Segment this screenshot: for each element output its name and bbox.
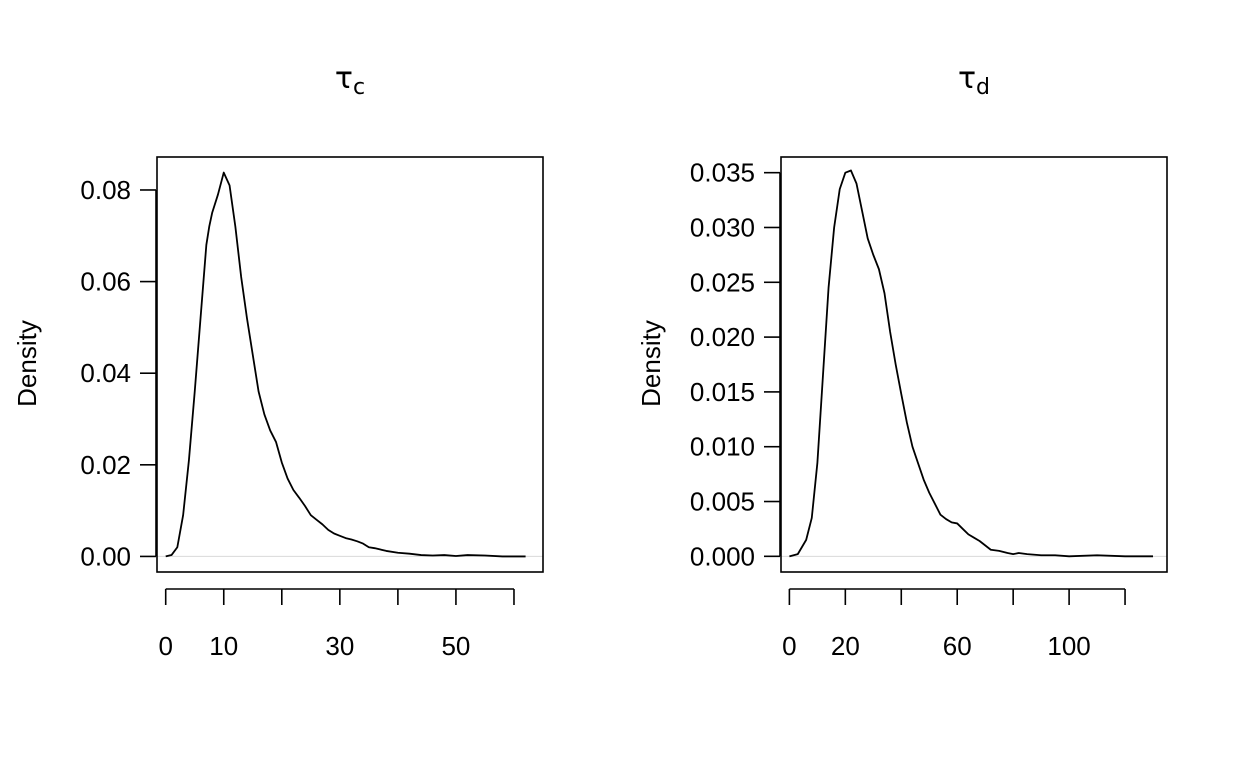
panel-title: τd — [958, 61, 990, 100]
y-tick-label: 0.015 — [690, 377, 755, 407]
y-tick-label: 0.08 — [80, 175, 131, 205]
x-tick-label: 100 — [1047, 631, 1090, 661]
density-panel-2: τd 0 20 60 100 0.000 0.005 0.010 0.015 0.020 0.025… — [636, 61, 1168, 661]
y-axis-label: Density — [12, 320, 42, 407]
x-tick-label: 50 — [441, 631, 470, 661]
y-tick-label: 0.000 — [690, 541, 755, 571]
panel-title-symbol: τ — [335, 61, 353, 96]
density-curve — [789, 169, 1154, 558]
panel-title-symbol: τ — [958, 61, 976, 96]
x-tick-label: 30 — [325, 631, 354, 661]
y-tick-label: 0.030 — [690, 212, 755, 242]
y-tick-label: 0.025 — [690, 267, 755, 297]
x-tick-label: 0 — [782, 631, 796, 661]
plot-frame — [780, 156, 1168, 573]
x-tick-label: 60 — [943, 631, 972, 661]
y-tick-label: 0.010 — [690, 432, 755, 462]
y-tick-label: 0.02 — [80, 450, 131, 480]
y-tick-label: 0.020 — [690, 322, 755, 352]
y-tick-label: 0.035 — [690, 158, 755, 188]
y-axis-label: Density — [636, 320, 666, 407]
y-tick-label: 0.005 — [690, 487, 755, 517]
x-tick-label: 10 — [209, 631, 238, 661]
y-tick-label: 0.00 — [80, 541, 131, 571]
panel-title-subscript: d — [976, 75, 990, 100]
panel-title-subscript: c — [353, 75, 365, 100]
panel-title: τc — [335, 61, 365, 100]
y-tick-label: 0.04 — [80, 358, 131, 388]
density-curve — [165, 171, 526, 558]
y-tick-label: 0.06 — [80, 267, 131, 297]
plot-frame — [156, 156, 544, 573]
x-tick-label: 20 — [831, 631, 860, 661]
density-panel-1: τc 0 10 30 50 0.00 0.02 0.04 0.06 0.08 Density — [12, 61, 544, 661]
x-tick-label: 0 — [158, 631, 172, 661]
